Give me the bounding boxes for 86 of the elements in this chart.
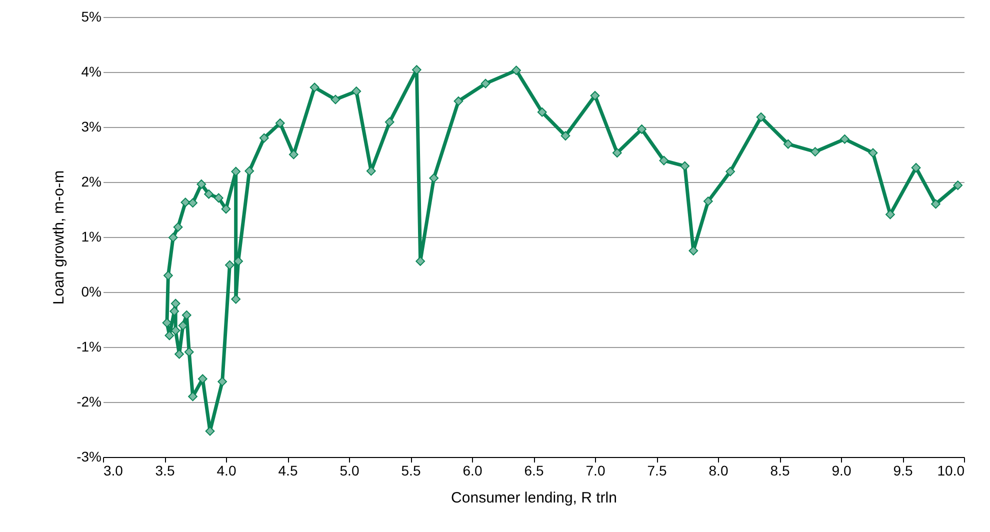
- point: [231, 166, 241, 176]
- point: [259, 133, 269, 143]
- point: [168, 232, 178, 242]
- point: [174, 349, 184, 359]
- point: [868, 148, 878, 158]
- point: [218, 376, 227, 386]
- point: [352, 86, 362, 96]
- point: [840, 134, 850, 144]
- point: [512, 66, 521, 76]
- point: [198, 374, 208, 384]
- x-tick-label: 7.5: [647, 462, 667, 478]
- point: [173, 222, 183, 232]
- x-tick-label: 7.0: [586, 462, 606, 478]
- point: [366, 166, 376, 176]
- point: [214, 193, 224, 203]
- point: [480, 78, 490, 88]
- point: [537, 107, 547, 117]
- point: [680, 161, 690, 171]
- point: [384, 117, 394, 127]
- point: [188, 198, 198, 208]
- point: [288, 150, 298, 160]
- point: [726, 166, 735, 176]
- point: [783, 139, 793, 149]
- point: [164, 270, 173, 280]
- y-tick-label: -3%: [76, 448, 102, 464]
- point: [178, 320, 188, 330]
- x-tick-label: 5.0: [340, 462, 360, 478]
- y-tick-label: 3%: [81, 118, 102, 134]
- point: [612, 148, 622, 158]
- point: [886, 210, 895, 220]
- point: [810, 147, 820, 156]
- point: [756, 112, 766, 122]
- point: [205, 426, 215, 436]
- point: [180, 198, 190, 208]
- point: [590, 90, 600, 100]
- x-tick-label: 8.0: [708, 462, 728, 478]
- x-axis-title: Consumer lending, R trln: [451, 490, 617, 506]
- y-tick-label: -1%: [76, 338, 102, 354]
- point: [164, 330, 174, 340]
- point: [703, 196, 713, 206]
- x-tick-label: 9.5: [893, 462, 913, 478]
- x-tick-label: 5.5: [401, 462, 421, 478]
- y-tick-label: 0%: [81, 284, 102, 300]
- x-tick-label: 3.5: [155, 462, 175, 478]
- point: [204, 189, 214, 199]
- point: [170, 306, 180, 316]
- x-tick-label: 4.5: [278, 462, 298, 478]
- point: [560, 131, 570, 140]
- point: [454, 96, 464, 106]
- y-tick-label: 2%: [81, 174, 102, 190]
- x-tick-label: 6.5: [524, 462, 544, 478]
- x-tick-label: 9.0: [832, 462, 852, 478]
- point: [244, 166, 254, 176]
- y-tick-label: 1%: [81, 228, 102, 244]
- point: [416, 256, 426, 266]
- point: [330, 94, 340, 104]
- x-tick-label: 10.0: [937, 462, 965, 478]
- point: [184, 347, 194, 357]
- point: [911, 163, 921, 172]
- point: [275, 118, 285, 128]
- y-tick-label: 5%: [81, 8, 102, 24]
- point: [953, 180, 963, 190]
- point: [931, 199, 940, 209]
- point: [221, 204, 231, 214]
- y-tick-label: 4%: [81, 64, 102, 80]
- point: [182, 310, 192, 320]
- point: [188, 392, 198, 402]
- x-tick-label: 4.0: [216, 462, 236, 478]
- point: [412, 65, 422, 74]
- point: [637, 124, 646, 134]
- point: [225, 260, 234, 270]
- x-tick-label: 3.0: [104, 462, 124, 478]
- point: [659, 156, 669, 166]
- point: [310, 82, 320, 92]
- point: [234, 256, 243, 266]
- point: [170, 298, 180, 308]
- point: [429, 173, 439, 183]
- y-axis-title: Loan growth, m-o-m: [50, 170, 68, 305]
- point: [170, 326, 180, 336]
- x-tick-label: 8.5: [770, 462, 790, 478]
- x-tick-label: 6.0: [462, 462, 482, 478]
- y-tick-label: -2%: [76, 394, 102, 410]
- point: [196, 180, 206, 189]
- point: [162, 318, 172, 328]
- point: [688, 246, 698, 256]
- point: [231, 294, 241, 304]
